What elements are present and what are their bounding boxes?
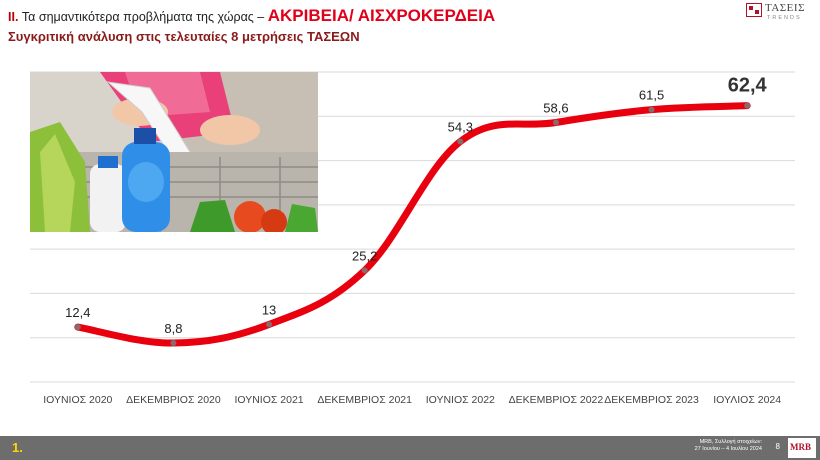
- x-tick-label-8: ΙΟΥΛΙΟΣ 2024: [713, 394, 781, 406]
- series-line: [74, 102, 751, 347]
- data-label-1: 12,4: [65, 305, 90, 320]
- mrb-logo-text: MRB: [790, 442, 811, 452]
- page-number: 8: [775, 442, 780, 451]
- data-label-2: 8,8: [164, 321, 182, 336]
- mrb-logo: MRB: [788, 438, 816, 458]
- shopping-photo: [30, 72, 318, 232]
- footer-bar: 1. MRB, Συλλογή στοιχείων: 27 Ιουνίου – …: [0, 436, 820, 460]
- x-tick-label-4: ΔΕΚΕΜΒΡΙΟΣ 2021: [317, 394, 412, 406]
- slide-number: 1.: [12, 440, 23, 455]
- source-note-line2: 27 Ιουνίου – 4 Ιουλίου 2024: [694, 446, 762, 452]
- data-point-6: [552, 119, 559, 126]
- data-point-7: [648, 106, 655, 113]
- point-layer: [74, 102, 751, 347]
- data-point-1: [74, 324, 81, 331]
- subtitle: Συγκριτική ανάλυση στις τελευταίες 8 μετ…: [8, 29, 360, 44]
- logo-sub: TRENDS: [767, 15, 802, 21]
- x-tick-label-7: ΔΕΚΕΜΒΡΙΟΣ 2023: [604, 394, 699, 406]
- data-label-6: 58,6: [543, 100, 568, 115]
- data-label-4: 25,2: [352, 248, 377, 263]
- section-number: II.: [8, 10, 19, 24]
- data-label-8: 62,4: [728, 75, 768, 97]
- source-note-line1: MRB, Συλλογή στοιχείων:: [699, 439, 762, 445]
- data-label-3: 13: [262, 302, 276, 317]
- header-text: Τα σημαντικότερα προβλήματα της χώρας –: [21, 10, 265, 24]
- header-topic: ΑΚΡΙΒΕΙΑ/ ΑΙΣΧΡΟΚΕΡΔΕΙΑ: [267, 6, 496, 25]
- x-tick-label-2: ΔΕΚΕΜΒΡΙΟΣ 2020: [126, 394, 221, 406]
- data-label-7: 61,5: [639, 88, 664, 103]
- source-note: MRB, Συλλογή στοιχείων: 27 Ιουνίου – 4 Ι…: [695, 439, 762, 453]
- data-point-8: [744, 102, 751, 109]
- data-point-3: [266, 321, 273, 328]
- data-point-5: [457, 138, 464, 145]
- x-tick-label-5: ΙΟΥΝΙΟΣ 2022: [426, 394, 495, 406]
- tasis-logo: ΤΑΣΕΙΣ TRENDS: [746, 2, 806, 26]
- x-tick-label-6: ΔΕΚΕΜΒΡΙΟΣ 2022: [509, 394, 604, 406]
- data-point-2: [170, 340, 177, 347]
- series-line-layer: [74, 102, 751, 347]
- data-label-5: 54,3: [448, 120, 473, 135]
- x-tick-label-1: ΙΟΥΝΙΟΣ 2020: [43, 394, 112, 406]
- data-point-4: [361, 267, 368, 274]
- x-axis-tick-labels: ΙΟΥΝΙΟΣ 2020 ΔΕΚΕΜΒΡΙΟΣ 2020 ΙΟΥΝΙΟΣ 2021 Δ…: [43, 394, 781, 406]
- header-line: II. Τα σημαντικότερα προβλήματα της χώρα…: [8, 6, 495, 26]
- x-tick-label-3: ΙΟΥΝΙΟΣ 2021: [234, 394, 303, 406]
- logo-name: ΤΑΣΕΙΣ: [765, 2, 805, 14]
- data-label-layer: 12,4 8,8 13 25,2 54,3 58,6 61,5 62,4: [65, 75, 767, 336]
- logo-mark-icon: [746, 3, 762, 17]
